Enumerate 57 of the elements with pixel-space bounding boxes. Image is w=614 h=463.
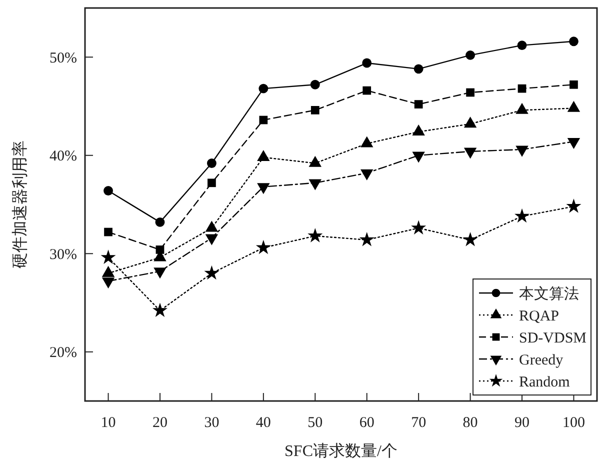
point: [462, 232, 478, 246]
x-tick-label: 20: [152, 415, 168, 431]
point: [205, 220, 218, 232]
point: [514, 208, 530, 223]
point: [258, 84, 268, 94]
x-tick-label: 60: [359, 415, 374, 431]
point: [466, 88, 474, 97]
point: [414, 64, 424, 74]
point: [257, 150, 270, 162]
point: [104, 186, 113, 196]
point: [155, 217, 165, 227]
point: [518, 84, 526, 93]
x-tick-label: 10: [100, 415, 116, 431]
x-tick-label: 100: [562, 415, 585, 431]
legend-label: 本文算法: [519, 285, 579, 302]
x-tick-label: 80: [462, 415, 478, 431]
legend-label: SD-VDSM: [519, 330, 587, 346]
y-tick-label: 40%: [50, 148, 77, 165]
point: [310, 80, 320, 90]
point: [464, 116, 477, 128]
point: [100, 250, 116, 264]
point: [308, 228, 323, 242]
point: [362, 86, 372, 95]
point: [414, 100, 423, 108]
point: [569, 36, 578, 46]
point: [362, 58, 372, 68]
x-tick-label: 90: [514, 415, 530, 431]
x-tick-label: 30: [204, 415, 220, 431]
point: [517, 40, 527, 50]
point: [156, 246, 164, 254]
point: [308, 156, 322, 167]
x-axis-title: SFC请求数量/个: [284, 442, 398, 460]
point: [411, 220, 426, 234]
x-tick-label: 40: [256, 415, 271, 431]
point: [208, 178, 216, 188]
y-axis-title: 硬件加速器利用率: [11, 140, 29, 268]
point: [206, 158, 216, 168]
point: [360, 136, 374, 148]
point: [204, 265, 220, 280]
point: [152, 302, 168, 317]
point: [466, 50, 476, 60]
point: [566, 198, 582, 213]
x-tick-label: 50: [308, 415, 323, 431]
y-tick-label: 50%: [50, 50, 77, 66]
point: [102, 266, 115, 277]
legend-label: Random: [519, 374, 570, 390]
y-tick-label: 20%: [50, 345, 77, 362]
legend-label: Greedy: [519, 352, 564, 368]
point: [570, 80, 578, 89]
y-tick-label: 30%: [50, 246, 77, 263]
point: [359, 232, 374, 246]
point: [256, 240, 271, 254]
point: [310, 106, 320, 114]
point: [259, 116, 268, 124]
legend-label: RQAP: [519, 308, 560, 324]
point: [104, 228, 112, 236]
x-tick-label: 70: [411, 415, 426, 431]
